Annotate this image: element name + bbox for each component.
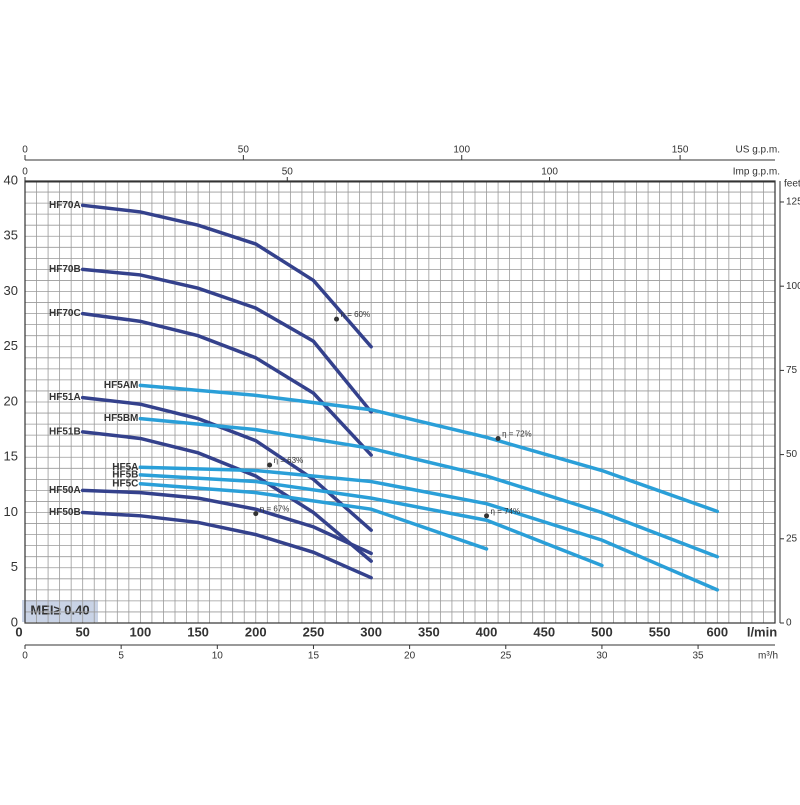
x-tick-label: 200 <box>245 624 267 639</box>
x-tick-label: 400 <box>476 624 498 639</box>
y-tick-label: 5 <box>11 559 18 574</box>
series-label: HF70A <box>49 200 81 211</box>
bottom-tick-label: 0 <box>22 651 28 662</box>
efficiency-point <box>334 316 340 322</box>
series-label: HF5A <box>112 462 138 473</box>
annotation: η = 60% <box>341 310 371 319</box>
annotation: η = 67% <box>260 505 290 514</box>
bottom-tick-label: 5 <box>118 651 124 662</box>
efficiency-point <box>495 435 501 441</box>
top-tick-label: 100 <box>541 167 558 178</box>
y-tick-label: 25 <box>4 338 18 353</box>
series-label: HF50A <box>49 485 81 496</box>
annotation: η = 72% <box>502 430 532 439</box>
top-tick-label: 50 <box>238 145 250 156</box>
bottom-tick-label: 25 <box>500 651 512 662</box>
top-tick-label: 100 <box>453 145 470 156</box>
series-label: HF5BM <box>104 413 138 424</box>
bottom-axis-label: m³/h <box>758 651 778 662</box>
x-tick-label: 250 <box>303 624 325 639</box>
efficiency-point <box>484 513 490 519</box>
curve <box>80 395 373 532</box>
curve <box>80 267 373 414</box>
plot-frame <box>24 180 776 624</box>
y-tick-label: 15 <box>4 449 18 464</box>
y-tick-label: 30 <box>4 283 18 298</box>
series-label: HF50B <box>49 507 81 518</box>
series-label: HF70C <box>49 308 81 319</box>
curve <box>138 473 604 568</box>
bottom-tick-label: 30 <box>596 651 608 662</box>
efficiency-point <box>253 511 259 517</box>
series-label: HF5B <box>112 470 138 481</box>
series-label: HF51A <box>49 392 81 403</box>
series-label: HF70B <box>49 264 81 275</box>
top-tick-label: 150 <box>672 145 689 156</box>
annotation: η = 63% <box>274 456 304 465</box>
x-axis-label: l/min <box>747 624 777 639</box>
y-tick-label: 40 <box>4 172 18 187</box>
series-label: HF5C <box>112 478 138 489</box>
x-tick-label: 0 <box>15 624 22 639</box>
right-tick-label: 0 <box>786 618 792 629</box>
series-label: HF5AM <box>104 380 138 391</box>
x-tick-label: 50 <box>75 624 89 639</box>
x-tick-label: 600 <box>706 624 728 639</box>
x-tick-label: 450 <box>533 624 555 639</box>
series-label: HF51B <box>49 426 81 437</box>
top-tick-label: 0 <box>22 167 28 178</box>
x-tick-label: 500 <box>591 624 613 639</box>
curve <box>80 430 373 563</box>
curve <box>138 383 720 514</box>
right-tick-label: 25 <box>786 533 798 544</box>
right-tick-label: 50 <box>786 449 798 460</box>
top-axis-label: US g.p.m. <box>736 145 780 156</box>
top-tick-label: 0 <box>22 145 28 156</box>
right-tick-label: 100 <box>786 281 800 292</box>
y-tick-label: 20 <box>4 393 18 408</box>
annotation: η = 74% <box>491 507 521 516</box>
bottom-tick-label: 20 <box>404 651 416 662</box>
right-tick-label: 75 <box>786 365 798 376</box>
x-tick-label: 150 <box>187 624 209 639</box>
bottom-tick-label: 15 <box>308 651 320 662</box>
right-tick-label: 125 <box>786 197 800 208</box>
y-tick-label: 10 <box>4 504 18 519</box>
efficiency-point <box>267 462 273 468</box>
right-axis-label: feet <box>784 179 800 190</box>
curve <box>138 465 720 592</box>
y-tick-label: 35 <box>4 228 18 243</box>
x-tick-label: 300 <box>360 624 382 639</box>
x-tick-label: 550 <box>649 624 671 639</box>
bottom-tick-label: 10 <box>212 651 224 662</box>
bottom-tick-label: 35 <box>693 651 705 662</box>
curve <box>138 416 720 559</box>
y-tick-label: 0 <box>11 614 18 629</box>
curve <box>80 488 373 556</box>
curve <box>138 482 489 551</box>
top-axis-label: Imp g.p.m. <box>733 167 780 178</box>
top-tick-label: 50 <box>282 167 294 178</box>
x-tick-label: 350 <box>418 624 440 639</box>
x-tick-label: 100 <box>130 624 152 639</box>
curve <box>80 203 373 349</box>
curve <box>80 510 373 580</box>
